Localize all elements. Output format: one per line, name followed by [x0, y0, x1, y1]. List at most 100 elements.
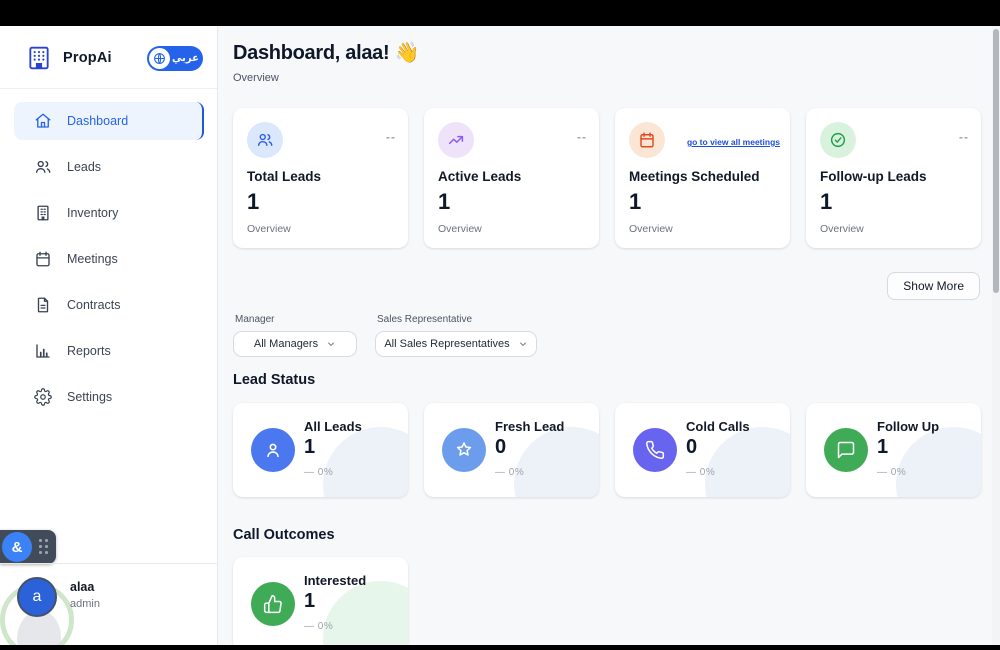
- sidebar-item-meetings[interactable]: Meetings: [14, 240, 204, 278]
- stat-value: 1: [438, 189, 451, 214]
- extension-widget[interactable]: &: [0, 530, 56, 564]
- outcome-card-interested: Interested 1 — 0%: [233, 557, 408, 645]
- chevron-down-icon: [326, 339, 336, 349]
- stat-value: 1: [629, 189, 642, 214]
- sidebar-item-label: Contracts: [67, 298, 121, 312]
- card-menu-button[interactable]: --: [577, 130, 587, 144]
- sidebar-item-label: Reports: [67, 344, 111, 358]
- document-icon: [34, 296, 52, 314]
- stat-card-total-leads: -- Total Leads 1 Overview: [233, 108, 408, 248]
- view-all-meetings-link[interactable]: go to view all meetings: [686, 137, 780, 147]
- lead-card-follow-up: Follow Up 1 — 0%: [806, 403, 981, 497]
- home-icon: [34, 112, 52, 130]
- card-menu-button[interactable]: --: [959, 130, 969, 144]
- sidebar-divider: [0, 88, 217, 89]
- sidebar-item-label: Dashboard: [67, 114, 129, 128]
- stats-row: -- Total Leads 1 Overview -- Active Lead…: [233, 108, 981, 248]
- sidebar-item-settings[interactable]: Settings: [14, 378, 204, 416]
- sidebar-nav: Dashboard Leads Inventory Meetings: [14, 102, 204, 424]
- call-outcomes-row: Interested 1 — 0%: [233, 557, 408, 645]
- stat-card-meetings-scheduled: go to view all meetings Meetings Schedul…: [615, 108, 790, 248]
- globe-icon: [149, 47, 170, 69]
- page-title: Dashboard, alaa! 👋: [233, 42, 420, 64]
- lead-card-change: — 0%: [686, 467, 716, 478]
- lead-card-all-leads: All Leads 1 — 0%: [233, 403, 408, 497]
- users-icon: [34, 158, 52, 176]
- card-decoration: [323, 581, 408, 645]
- sidebar-item-label: Leads: [67, 160, 102, 174]
- stat-title: Follow-up Leads: [820, 169, 927, 184]
- app-window: PropAi عربي Dashboard: [0, 26, 1000, 645]
- manager-filter-group: Manager All Managers: [233, 314, 357, 357]
- card-decoration: [323, 427, 408, 497]
- scrollbar-thumb[interactable]: [993, 29, 999, 293]
- sidebar-item-inventory[interactable]: Inventory: [14, 194, 204, 232]
- thumbs-up-icon: [251, 582, 295, 626]
- bar-chart-icon: [34, 342, 52, 360]
- sidebar-item-leads[interactable]: Leads: [14, 148, 204, 186]
- sidebar-item-dashboard[interactable]: Dashboard: [14, 102, 204, 140]
- stat-title: Total Leads: [247, 169, 322, 184]
- avatar[interactable]: a: [17, 577, 57, 617]
- lead-card-value: 0: [686, 436, 698, 458]
- card-decoration: [705, 427, 790, 497]
- manager-filter-value: All Managers: [253, 338, 319, 350]
- sidebar-item-contracts[interactable]: Contracts: [14, 286, 204, 324]
- stat-title: Meetings Scheduled: [629, 169, 760, 184]
- building-logo-icon: [26, 45, 52, 71]
- lead-card-value: 0: [495, 436, 507, 458]
- trending-up-icon: [438, 122, 474, 158]
- ampersand-icon[interactable]: &: [2, 532, 32, 562]
- calendar-icon: [34, 250, 52, 268]
- language-label: عربي: [172, 52, 199, 64]
- language-toggle[interactable]: عربي: [147, 45, 203, 71]
- brand-name: PropAi: [63, 50, 112, 66]
- gear-icon: [34, 388, 52, 406]
- user-profile[interactable]: كفيل a alaa admin: [0, 571, 218, 645]
- lead-card-title: All Leads: [304, 419, 362, 434]
- lead-card-title: Fresh Lead: [495, 419, 565, 434]
- user-name: alaa: [70, 580, 95, 594]
- call-outcomes-title: Call Outcomes: [233, 527, 335, 543]
- stat-footer: Overview: [438, 223, 482, 235]
- lead-card-value: 1: [304, 436, 316, 458]
- sales-rep-filter-select[interactable]: All Sales Representatives: [375, 331, 537, 357]
- filters: Manager All Managers Sales Representativ…: [233, 314, 537, 357]
- stat-value: 1: [820, 189, 833, 214]
- card-menu-button[interactable]: --: [386, 130, 396, 144]
- lead-card-cold-calls: Cold Calls 0 — 0%: [615, 403, 790, 497]
- check-circle-icon: [820, 122, 856, 158]
- sidebar-item-label: Settings: [67, 390, 113, 404]
- phone-icon: [633, 428, 677, 472]
- main-content: Dashboard, alaa! 👋 Overview -- Total Lea…: [219, 26, 1000, 645]
- lead-status-title: Lead Status: [233, 372, 316, 388]
- office-building-icon: [34, 204, 52, 222]
- message-icon: [824, 428, 868, 472]
- star-icon: [442, 428, 486, 472]
- lead-card-fresh-lead: Fresh Lead 0 — 0%: [424, 403, 599, 497]
- sales-rep-filter-value: All Sales Representatives: [384, 338, 510, 350]
- show-more-button[interactable]: Show More: [887, 272, 980, 300]
- lead-card-title: Cold Calls: [686, 419, 750, 434]
- manager-filter-label: Manager: [235, 314, 275, 325]
- page-subtitle: Overview: [233, 72, 279, 84]
- card-decoration: [896, 427, 981, 497]
- outcome-card-change: — 0%: [304, 621, 334, 632]
- outcome-card-title: Interested: [304, 573, 367, 588]
- chevron-down-icon: [518, 339, 528, 349]
- user-role: admin: [70, 598, 100, 610]
- lead-card-title: Follow Up: [877, 419, 940, 434]
- scrollbar-track[interactable]: [992, 26, 1000, 645]
- drag-handle-icon[interactable]: [39, 539, 49, 555]
- person-icon: [251, 428, 295, 472]
- stat-footer: Overview: [247, 223, 291, 235]
- sidebar: PropAi عربي Dashboard: [0, 26, 218, 645]
- sidebar-item-label: Inventory: [67, 206, 119, 220]
- stat-card-followup-leads: -- Follow-up Leads 1 Overview: [806, 108, 981, 248]
- lead-status-row: All Leads 1 — 0% Fresh Lead 0 — 0% Cold …: [233, 403, 981, 497]
- lead-card-change: — 0%: [304, 467, 334, 478]
- stat-title: Active Leads: [438, 169, 522, 184]
- sidebar-item-reports[interactable]: Reports: [14, 332, 204, 370]
- manager-filter-select[interactable]: All Managers: [233, 331, 357, 357]
- sales-rep-filter-group: Sales Representative All Sales Represent…: [375, 314, 537, 357]
